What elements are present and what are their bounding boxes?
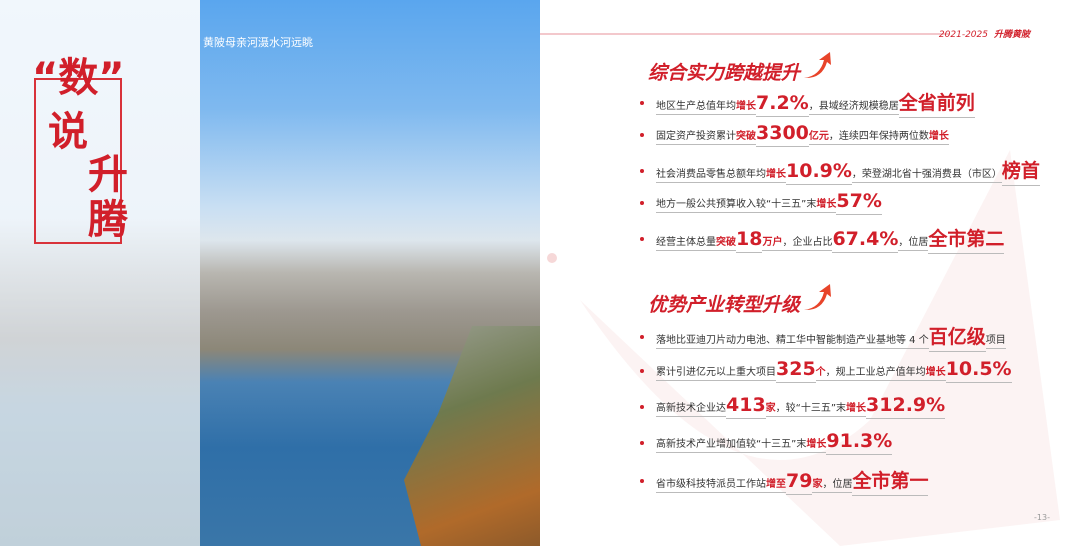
bullet-icon bbox=[640, 169, 644, 173]
content-panel: 2021-2025 升腾黄陂 综合实力跨越提升 地区生产总值年均 增长 7.2% ，县域经… bbox=[540, 0, 1080, 546]
stat-text: 家 bbox=[765, 399, 776, 417]
stat-text: 项目 bbox=[985, 331, 1006, 349]
stat-text: 突破 bbox=[736, 127, 756, 145]
stat-item: 地方一般公共预算收入较“十三五”末 增长 57% bbox=[640, 190, 882, 215]
highlight-value: 10.5% bbox=[945, 358, 1012, 383]
bullet-icon bbox=[640, 404, 644, 409]
stat-text: ，县域经济规模稳居 bbox=[808, 97, 899, 115]
highlight-value: 百亿级 bbox=[928, 322, 986, 352]
stat-text: 高新技术企业达 bbox=[656, 399, 726, 417]
stat-text: 高新技术产业增加值较“十三五”末 bbox=[656, 435, 807, 453]
stat-text: 增至 bbox=[766, 475, 786, 493]
highlight-value: 57% bbox=[836, 190, 882, 215]
highlight-value: 榜首 bbox=[1001, 156, 1040, 186]
stat-text: 固定资产投资累计 bbox=[656, 127, 736, 145]
header-label: 2021-2025 升腾黄陂 bbox=[939, 27, 1030, 40]
river-city-photo bbox=[200, 0, 540, 546]
title-char: 升 bbox=[88, 152, 128, 198]
bullet-icon bbox=[640, 440, 644, 445]
stat-item: 固定资产投资累计 突破 3300 亿元 ，连续四年保持两位数 增长 bbox=[640, 122, 949, 147]
section-title: 综合实力跨越提升 bbox=[648, 62, 801, 84]
stat-item: 高新技术企业达 413 家，较“十三五”末 增长 312.9% bbox=[640, 394, 946, 419]
stat-text: 亿元 bbox=[808, 127, 829, 145]
stat-text: 增长 bbox=[928, 127, 949, 145]
stat-text: 累计引进亿元以上重大项目 bbox=[656, 363, 776, 381]
title-frame bbox=[34, 78, 122, 244]
stat-item: 社会消费品零售总额年均 增长 10.9% ，荣登湖北省十强消费县（市区） 榜首 bbox=[640, 156, 1040, 186]
riverbank bbox=[404, 326, 540, 546]
stat-text: ，位居 bbox=[822, 475, 853, 493]
highlight-value: 67.4% bbox=[832, 228, 899, 253]
highlight-value: 全市第一 bbox=[852, 466, 929, 496]
highlight-value: 79 bbox=[786, 470, 813, 495]
stat-text: 增长 bbox=[846, 399, 867, 417]
stat-item: 经营主体总量 突破 18 万户 ，企业占比 67.4% ，位居 全市第二 bbox=[640, 224, 1005, 254]
bullet-icon bbox=[640, 132, 644, 137]
bullet-icon bbox=[640, 335, 644, 339]
stat-item: 省市级科技特派员工作站 增至 79 家，位居 全市第一 bbox=[640, 466, 929, 496]
section-title: 优势产业转型升级 bbox=[648, 294, 801, 316]
stat-text: ，企业占比 bbox=[782, 233, 833, 251]
stat-text: 社会消费品零售总额年均 bbox=[656, 165, 766, 183]
stat-text: 突破 bbox=[716, 233, 736, 251]
stat-text: 增长 bbox=[806, 435, 827, 453]
bullet-icon bbox=[640, 200, 644, 205]
bullet-icon bbox=[640, 237, 644, 241]
stat-text: 经营主体总量 bbox=[656, 233, 716, 251]
stat-text: 落地比亚迪刀片动力电池、精工华中智能制造产业基地等 4 个 bbox=[656, 331, 929, 349]
stat-text: 省市级科技特派员工作站 bbox=[656, 475, 766, 493]
stat-item: 累计引进亿元以上重大项目 325 个，规上工业总产值年均 增长 10.5% bbox=[640, 358, 1012, 383]
faded-city-photo bbox=[0, 0, 200, 546]
stat-text: ，连续四年保持两位数 bbox=[828, 127, 929, 145]
stat-text: 地方一般公共预算收入较“十三五”末 bbox=[656, 195, 817, 213]
header-line bbox=[540, 33, 950, 35]
highlight-value: 10.9% bbox=[786, 160, 852, 185]
stat-item: 高新技术产业增加值较“十三五”末 增长 91.3% bbox=[640, 430, 893, 455]
up-arrow-icon bbox=[804, 284, 831, 311]
highlight-value: 413 bbox=[726, 394, 766, 419]
highlight-value: 91.3% bbox=[826, 430, 893, 455]
stat-text: 增长 bbox=[736, 97, 756, 115]
stat-text: 增长 bbox=[925, 363, 946, 381]
title-char: 说 bbox=[48, 109, 88, 155]
stat-text: ，规上工业总产值年均 bbox=[825, 363, 926, 381]
stat-text: 增长 bbox=[766, 165, 786, 183]
title-char: “数” bbox=[32, 55, 125, 101]
highlight-value: 18 bbox=[736, 228, 763, 253]
up-arrow-icon bbox=[804, 52, 831, 79]
title-char: 腾 bbox=[88, 197, 128, 243]
stat-text: ，荣登湖北省十强消费县（市区） bbox=[851, 165, 1002, 183]
highlight-value: 312.9% bbox=[866, 394, 946, 419]
highlight-value: 全市第二 bbox=[928, 224, 1005, 254]
bullet-icon bbox=[640, 479, 644, 483]
background-swoosh bbox=[547, 150, 1060, 546]
highlight-value: 325 bbox=[776, 358, 816, 383]
header-brand: 升腾黄陂 bbox=[993, 30, 1030, 40]
header-years: 2021-2025 bbox=[938, 30, 988, 40]
page-number: -13- bbox=[1034, 513, 1050, 522]
stat-text: 个 bbox=[815, 363, 826, 381]
stat-text: 家 bbox=[812, 475, 823, 493]
stat-text: 地区生产总值年均 bbox=[656, 97, 736, 115]
highlight-value: 3300 bbox=[756, 122, 809, 147]
stat-text: ，位居 bbox=[898, 233, 929, 251]
photo-caption: 黄陂母亲河滠水河远眺 bbox=[203, 36, 313, 49]
stat-item: 地区生产总值年均 增长 7.2% ，县域经济规模稳居 全省前列 bbox=[640, 88, 975, 118]
bullet-icon bbox=[640, 368, 644, 373]
highlight-value: 7.2% bbox=[756, 92, 809, 117]
stat-text: ，较“十三五”末 bbox=[775, 399, 847, 417]
stat-text: 万户 bbox=[762, 233, 783, 251]
stat-text: 增长 bbox=[816, 195, 837, 213]
bullet-icon bbox=[640, 101, 644, 105]
stat-item: 落地比亚迪刀片动力电池、精工华中智能制造产业基地等 4 个百亿级 项目 bbox=[640, 322, 1006, 352]
highlight-value: 全省前列 bbox=[898, 88, 975, 118]
